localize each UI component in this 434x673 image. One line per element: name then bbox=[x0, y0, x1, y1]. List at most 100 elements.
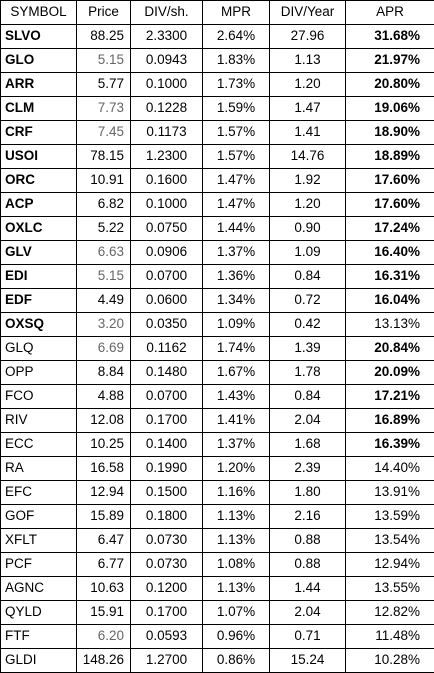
price-cell: 6.20 bbox=[76, 623, 131, 649]
div-per-year-cell: 15.24 bbox=[269, 647, 346, 673]
header-symbol: SYMBOL bbox=[0, 0, 77, 25]
apr-cell: 12.82% bbox=[345, 599, 434, 625]
div-per-year-cell: 2.39 bbox=[269, 455, 346, 481]
apr-cell: 18.90% bbox=[345, 119, 434, 145]
mpr-cell: 1.47% bbox=[202, 167, 270, 193]
symbol-cell: OXLC bbox=[0, 215, 77, 241]
mpr-cell: 1.44% bbox=[202, 215, 270, 241]
apr-cell: 13.91% bbox=[345, 479, 434, 505]
price-cell: 148.26 bbox=[76, 647, 131, 673]
price-cell: 12.94 bbox=[76, 479, 131, 505]
table-row: OXSQ 3.20 0.0350 1.09% 0.42 13.13% bbox=[0, 311, 434, 337]
div-per-year-cell: 2.04 bbox=[269, 407, 346, 433]
div-per-year-cell: 1.09 bbox=[269, 239, 346, 265]
div-per-year-cell: 0.84 bbox=[269, 263, 346, 289]
apr-cell: 11.48% bbox=[345, 623, 434, 649]
apr-cell: 13.55% bbox=[345, 575, 434, 601]
apr-cell: 18.89% bbox=[345, 143, 434, 169]
apr-cell: 16.04% bbox=[345, 287, 434, 313]
symbol-cell: GLQ bbox=[0, 335, 77, 361]
table-row: OXLC 5.22 0.0750 1.44% 0.90 17.24% bbox=[0, 215, 434, 241]
div-per-share-cell: 0.1990 bbox=[130, 455, 203, 481]
div-per-year-cell: 0.84 bbox=[269, 383, 346, 409]
symbol-cell: USOI bbox=[0, 143, 77, 169]
price-cell: 15.91 bbox=[76, 599, 131, 625]
div-per-year-cell: 2.04 bbox=[269, 599, 346, 625]
div-per-year-cell: 0.88 bbox=[269, 527, 346, 553]
table-row: PCF 6.77 0.0730 1.08% 0.88 12.94% bbox=[0, 551, 434, 577]
symbol-cell: EFC bbox=[0, 479, 77, 505]
symbol-cell: GLO bbox=[0, 47, 77, 73]
table-row: GLDI 148.26 1.2700 0.86% 15.24 10.28% bbox=[0, 647, 434, 673]
div-per-share-cell: 0.1200 bbox=[130, 575, 203, 601]
symbol-cell: AGNC bbox=[0, 575, 77, 601]
table-row: FTF 6.20 0.0593 0.96% 0.71 11.48% bbox=[0, 623, 434, 649]
div-per-share-cell: 0.1400 bbox=[130, 431, 203, 457]
apr-cell: 12.94% bbox=[345, 551, 434, 577]
table-row: SLVO 88.25 2.3300 2.64% 27.96 31.68% bbox=[0, 23, 434, 49]
symbol-cell: EDI bbox=[0, 263, 77, 289]
symbol-cell: RA bbox=[0, 455, 77, 481]
mpr-cell: 1.37% bbox=[202, 239, 270, 265]
div-per-year-cell: 1.13 bbox=[269, 47, 346, 73]
div-per-share-cell: 0.1228 bbox=[130, 95, 203, 121]
price-cell: 10.25 bbox=[76, 431, 131, 457]
div-per-share-cell: 0.1800 bbox=[130, 503, 203, 529]
div-per-year-cell: 0.88 bbox=[269, 551, 346, 577]
mpr-cell: 0.86% bbox=[202, 647, 270, 673]
price-cell: 6.63 bbox=[76, 239, 131, 265]
table-row: CLM 7.73 0.1228 1.59% 1.47 19.06% bbox=[0, 95, 434, 121]
apr-cell: 17.24% bbox=[345, 215, 434, 241]
apr-cell: 13.13% bbox=[345, 311, 434, 337]
div-per-share-cell: 1.2300 bbox=[130, 143, 203, 169]
mpr-cell: 1.57% bbox=[202, 143, 270, 169]
table-row: CRF 7.45 0.1173 1.57% 1.41 18.90% bbox=[0, 119, 434, 145]
symbol-cell: GLDI bbox=[0, 647, 77, 673]
mpr-cell: 1.34% bbox=[202, 287, 270, 313]
div-per-year-cell: 14.76 bbox=[269, 143, 346, 169]
div-per-year-cell: 27.96 bbox=[269, 23, 346, 49]
mpr-cell: 1.73% bbox=[202, 71, 270, 97]
apr-cell: 16.89% bbox=[345, 407, 434, 433]
div-per-share-cell: 0.1700 bbox=[130, 599, 203, 625]
table-row: ORC 10.91 0.1600 1.47% 1.92 17.60% bbox=[0, 167, 434, 193]
price-cell: 78.15 bbox=[76, 143, 131, 169]
price-cell: 4.49 bbox=[76, 287, 131, 313]
mpr-cell: 1.57% bbox=[202, 119, 270, 145]
apr-cell: 31.68% bbox=[345, 23, 434, 49]
symbol-cell: CLM bbox=[0, 95, 77, 121]
price-cell: 6.82 bbox=[76, 191, 131, 217]
symbol-cell: XFLT bbox=[0, 527, 77, 553]
div-per-share-cell: 1.2700 bbox=[130, 647, 203, 673]
apr-cell: 17.60% bbox=[345, 167, 434, 193]
mpr-cell: 1.47% bbox=[202, 191, 270, 217]
symbol-cell: OXSQ bbox=[0, 311, 77, 337]
apr-cell: 14.40% bbox=[345, 455, 434, 481]
price-cell: 6.69 bbox=[76, 335, 131, 361]
apr-cell: 13.59% bbox=[345, 503, 434, 529]
table-row: GLV 6.63 0.0906 1.37% 1.09 16.40% bbox=[0, 239, 434, 265]
div-per-share-cell: 0.1480 bbox=[130, 359, 203, 385]
table-row: ECC 10.25 0.1400 1.37% 1.68 16.39% bbox=[0, 431, 434, 457]
div-per-share-cell: 0.1162 bbox=[130, 335, 203, 361]
div-per-share-cell: 0.0906 bbox=[130, 239, 203, 265]
header-div-per-share: DIV/sh. bbox=[130, 0, 203, 25]
table-row: RIV 12.08 0.1700 1.41% 2.04 16.89% bbox=[0, 407, 434, 433]
mpr-cell: 1.08% bbox=[202, 551, 270, 577]
price-cell: 88.25 bbox=[76, 23, 131, 49]
price-cell: 15.89 bbox=[76, 503, 131, 529]
table-row: XFLT 6.47 0.0730 1.13% 0.88 13.54% bbox=[0, 527, 434, 553]
price-cell: 6.47 bbox=[76, 527, 131, 553]
div-per-year-cell: 1.41 bbox=[269, 119, 346, 145]
div-per-share-cell: 0.0750 bbox=[130, 215, 203, 241]
table-row: QYLD 15.91 0.1700 1.07% 2.04 12.82% bbox=[0, 599, 434, 625]
price-cell: 10.91 bbox=[76, 167, 131, 193]
apr-cell: 19.06% bbox=[345, 95, 434, 121]
apr-cell: 21.97% bbox=[345, 47, 434, 73]
apr-cell: 20.09% bbox=[345, 359, 434, 385]
apr-cell: 10.28% bbox=[345, 647, 434, 673]
mpr-cell: 1.59% bbox=[202, 95, 270, 121]
mpr-cell: 1.20% bbox=[202, 455, 270, 481]
price-cell: 12.08 bbox=[76, 407, 131, 433]
